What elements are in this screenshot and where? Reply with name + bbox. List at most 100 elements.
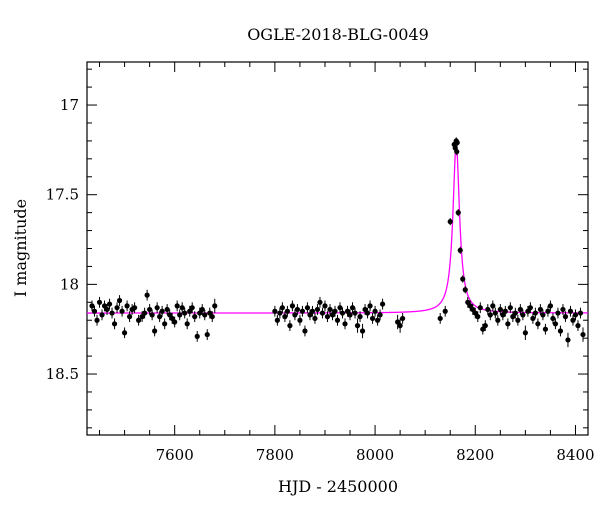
data-point bbox=[182, 310, 188, 316]
data-point bbox=[162, 321, 168, 327]
data-point bbox=[565, 337, 571, 343]
data-point bbox=[174, 303, 180, 309]
data-point bbox=[96, 299, 103, 305]
data-point bbox=[99, 312, 105, 318]
data-point bbox=[400, 315, 406, 322]
data-point bbox=[357, 314, 363, 320]
data-point bbox=[124, 303, 130, 309]
data-point bbox=[287, 323, 293, 329]
data-point bbox=[347, 312, 353, 318]
data-point bbox=[562, 314, 569, 320]
data-point bbox=[159, 308, 165, 314]
data-point bbox=[454, 149, 460, 155]
data-point bbox=[367, 303, 373, 309]
data-point bbox=[212, 303, 218, 309]
data-point bbox=[91, 308, 98, 314]
data-point bbox=[359, 328, 366, 334]
data-point bbox=[572, 312, 579, 318]
data-point bbox=[324, 314, 331, 320]
data-point bbox=[299, 308, 306, 314]
x-axis-label: HJD - 2450000 bbox=[278, 477, 398, 496]
data-point bbox=[522, 330, 528, 336]
data-point bbox=[475, 314, 481, 320]
chart-title: OGLE-2018-BLG-0049 bbox=[247, 25, 429, 44]
data-point bbox=[557, 328, 564, 334]
data-point bbox=[126, 314, 133, 320]
data-point bbox=[537, 306, 544, 313]
data-point bbox=[314, 306, 321, 313]
data-point bbox=[457, 247, 463, 253]
data-point bbox=[550, 315, 556, 322]
data-point bbox=[184, 321, 190, 327]
data-point bbox=[442, 308, 448, 314]
data-point bbox=[282, 314, 288, 320]
data-point bbox=[364, 310, 371, 316]
x-tick-label: 8400 bbox=[556, 446, 594, 464]
data-point bbox=[454, 140, 460, 146]
data-point bbox=[520, 312, 526, 318]
data-point bbox=[289, 303, 296, 309]
plot-frame bbox=[86, 61, 589, 436]
data-point bbox=[294, 306, 301, 313]
data-point bbox=[575, 323, 581, 329]
data-point bbox=[319, 310, 326, 316]
data-point bbox=[309, 308, 316, 314]
data-point bbox=[121, 330, 128, 336]
data-point bbox=[152, 328, 158, 334]
data-point bbox=[570, 317, 576, 323]
data-point bbox=[532, 310, 538, 316]
data-point bbox=[515, 317, 521, 323]
plot-area: 7600 7800 8000 8200 8400 17 17.5 18 18.5 bbox=[46, 61, 595, 464]
data-point bbox=[447, 219, 453, 225]
data-point bbox=[322, 303, 328, 309]
y-axis-label: I magnitude bbox=[11, 199, 30, 297]
data-point bbox=[131, 305, 138, 311]
data-point bbox=[527, 305, 533, 311]
data-point bbox=[142, 310, 148, 316]
model-curve bbox=[87, 144, 588, 314]
data-point bbox=[157, 314, 163, 320]
data-point bbox=[460, 276, 466, 282]
data-point bbox=[94, 317, 100, 323]
data-point bbox=[517, 306, 523, 313]
data-point bbox=[497, 306, 503, 313]
data-point bbox=[172, 319, 178, 325]
data-point bbox=[119, 308, 125, 314]
data-point bbox=[492, 310, 498, 316]
data-point bbox=[547, 303, 554, 309]
data-point bbox=[317, 299, 323, 305]
data-point bbox=[349, 305, 356, 311]
data-point bbox=[567, 308, 574, 314]
data-point bbox=[530, 315, 536, 322]
data-point bbox=[272, 308, 278, 314]
data-point bbox=[111, 321, 118, 327]
y-tick-label: 17 bbox=[60, 96, 79, 114]
data-point bbox=[487, 312, 493, 318]
data-point bbox=[477, 305, 483, 311]
data-point bbox=[577, 310, 584, 316]
data-point bbox=[369, 315, 376, 322]
data-point bbox=[502, 308, 508, 314]
data-point bbox=[495, 317, 501, 323]
data-point bbox=[332, 308, 338, 314]
data-point bbox=[277, 310, 283, 316]
data-point bbox=[116, 297, 123, 304]
y-tick-label: 17.5 bbox=[46, 186, 79, 204]
data-point bbox=[580, 331, 586, 338]
x-tick-label: 8000 bbox=[356, 446, 394, 464]
data-point bbox=[179, 305, 185, 311]
data-point bbox=[209, 314, 215, 320]
data-point bbox=[104, 306, 110, 313]
data-point bbox=[274, 317, 280, 323]
data-point bbox=[327, 306, 333, 313]
data-point bbox=[147, 306, 153, 313]
data-point bbox=[535, 321, 541, 327]
data-point bbox=[106, 301, 113, 307]
data-point bbox=[462, 287, 468, 293]
data-point bbox=[312, 315, 318, 322]
data-point bbox=[199, 306, 205, 313]
data-point bbox=[194, 333, 200, 339]
data-point bbox=[297, 317, 303, 323]
data-point bbox=[490, 303, 496, 309]
data-point bbox=[507, 305, 513, 311]
